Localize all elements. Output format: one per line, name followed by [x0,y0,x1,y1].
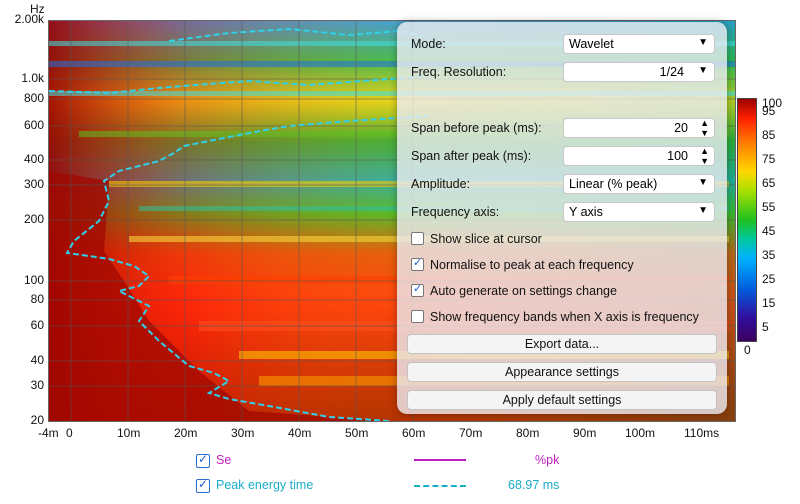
colorbar-label-85: 85 [762,128,776,142]
se-checkbox[interactable] [196,452,210,468]
checkbox-icon[interactable] [411,232,424,245]
freq-axis-label: Frequency axis: [411,205,500,219]
y-tick-60: 60 [30,318,44,332]
auto-generate-label: Auto generate on settings change [430,284,617,298]
colorbar-label-75: 75 [762,152,776,166]
x-tick-10: 10m [117,426,141,440]
colorbar-label-95: 95 [762,104,776,118]
peak-energy-time-checkbox[interactable] [196,477,210,493]
y-tick-300: 300 [23,177,44,191]
stepper-arrows-icon[interactable]: ▲ ▼ [700,146,709,166]
y-tick-80: 80 [30,292,44,306]
y-tick-30: 30 [30,378,44,392]
x-tick-110: 110ms [684,426,720,440]
x-tick-50: 50m [345,426,369,440]
show-bands-checkbox[interactable]: Show frequency bands when X axis is freq… [411,310,699,324]
settings-panel: Mode: Wavelet ▼ Freq. Resolution: 1/24 ▼… [397,22,727,414]
show-slice-label: Show slice at cursor [430,232,542,246]
y-tick-2k: 2.00k [14,12,44,26]
colorbar-label-5: 5 [762,320,769,334]
y-tick-200: 200 [23,212,44,226]
colorbar-label-55: 55 [762,200,776,214]
x-tick-80: 80m [516,426,540,440]
legend-se-name: Se [216,453,232,467]
span-before-stepper[interactable]: 20 ▲ ▼ [563,118,715,138]
show-bands-label: Show frequency bands when X axis is freq… [430,310,699,324]
colorbar-label-65: 65 [762,176,776,190]
y-axis-unit: Hz [30,2,45,16]
x-tick-70: 70m [459,426,483,440]
colorbar-label-45: 45 [762,224,776,238]
x-tick-0: 0 [66,426,73,440]
span-after-value: 100 [667,149,688,163]
legend-se-value: %pk [535,453,560,467]
appearance-settings-button[interactable]: Appearance settings [407,362,717,382]
colorbar [737,98,757,342]
x-tick-40: 40m [288,426,312,440]
amplitude-label: Amplitude: [411,177,471,191]
chevron-down-icon: ▼ [698,65,708,76]
mode-label: Mode: [411,37,446,51]
auto-generate-checkbox[interactable]: Auto generate on settings change [411,282,617,298]
freq-axis-select[interactable]: Y axis ▼ [563,202,715,222]
legend-se-line [414,459,466,461]
amplitude-select[interactable]: Linear (% peak) ▼ [563,174,715,194]
stepper-arrows-icon[interactable]: ▲ ▼ [700,118,709,138]
chevron-down-icon: ▼ [698,177,708,188]
chevron-down-icon: ▼ [698,37,708,48]
colorbar-label-100: 100 [762,96,783,110]
x-tick-100: 100m [625,426,656,440]
y-tick-800: 800 [23,91,44,105]
normalise-label: Normalise to peak at each frequency [430,258,634,272]
apply-default-settings-button[interactable]: Apply default settings [407,390,717,410]
span-before-value: 20 [674,121,688,135]
y-tick-40: 40 [30,353,44,367]
amplitude-value: Linear (% peak) [569,177,658,191]
legend-pet-value: 68.97 ms [508,478,560,492]
show-slice-checkbox[interactable]: Show slice at cursor [411,232,542,246]
y-tick-100: 100 [23,273,44,287]
y-tick-20: 20 [30,413,44,427]
legend-pet-name: Peak energy time [216,478,314,492]
colorbar-label-0: 0 [744,343,751,357]
export-data-button[interactable]: Export data... [407,334,717,354]
y-tick-1k: 1.0k [21,71,44,85]
colorbar-label-15: 15 [762,296,776,310]
freq-axis-value: Y axis [569,205,603,219]
chevron-down-icon: ▼ [698,205,708,216]
checkbox-checked-icon[interactable] [411,282,424,297]
span-before-label: Span before peak (ms): [411,121,542,135]
checkbox-icon[interactable] [411,310,424,323]
normalise-checkbox[interactable]: Normalise to peak at each frequency [411,256,634,272]
x-tick-30: 30m [231,426,255,440]
x-tick-60: 60m [402,426,426,440]
span-after-stepper[interactable]: 100 ▲ ▼ [563,146,715,166]
freq-res-select[interactable]: 1/24 ▼ [563,62,715,82]
y-tick-400: 400 [23,152,44,166]
checkbox-checked-icon[interactable] [411,256,424,271]
legend-pet-line [414,485,466,487]
colorbar-label-25: 25 [762,272,776,286]
mode-value: Wavelet [569,37,614,51]
y-tick-600: 600 [23,118,44,132]
freq-res-value: 1/24 [659,65,684,79]
colorbar-label-35: 35 [762,248,776,262]
x-tick-90: 90m [573,426,597,440]
mode-select[interactable]: Wavelet ▼ [563,34,715,54]
x-tick-minus4: -4m [38,426,59,440]
x-tick-20: 20m [174,426,198,440]
span-after-label: Span after peak (ms): [411,149,532,163]
freq-res-label: Freq. Resolution: [411,65,507,79]
